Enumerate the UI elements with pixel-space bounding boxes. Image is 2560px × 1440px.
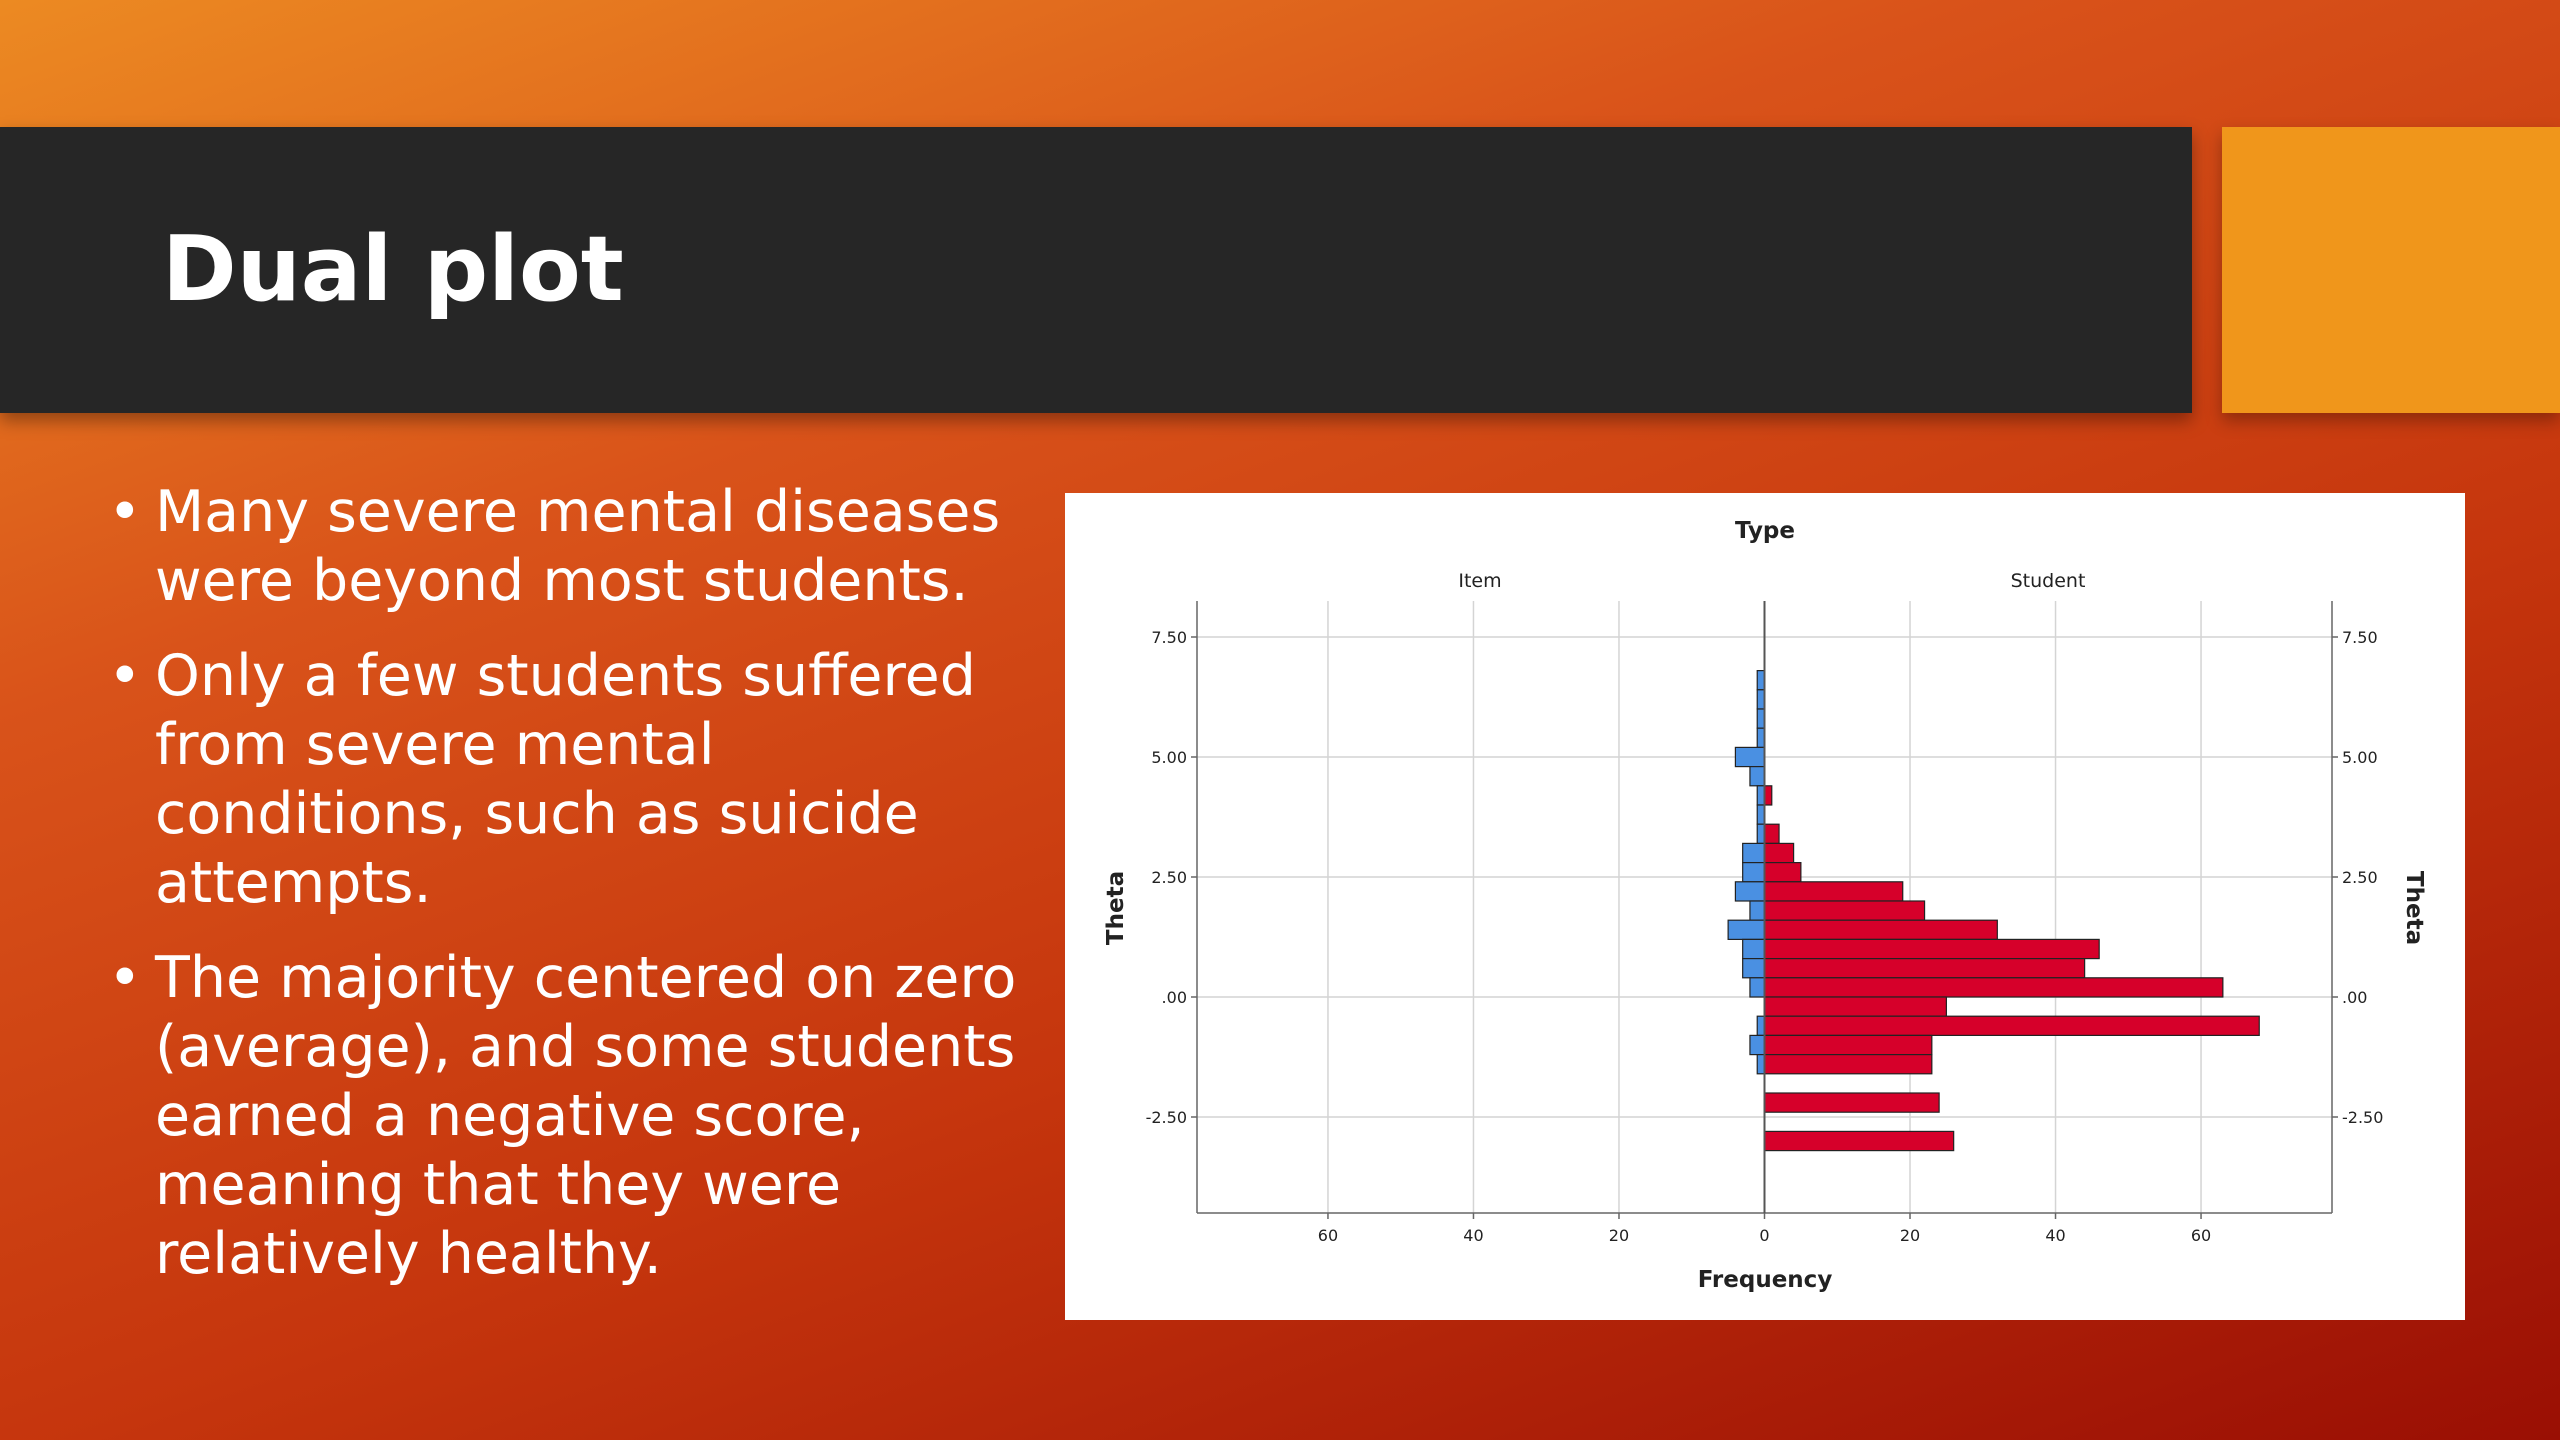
bar-item <box>1742 842 1766 864</box>
bar-student <box>1763 1015 2260 1037</box>
y-tick-label-right: -2.50 <box>2342 1108 2383 1127</box>
bar-item <box>1756 823 1766 845</box>
bar-item <box>1749 1034 1766 1056</box>
bar-student <box>1763 938 2100 960</box>
bar-item <box>1756 804 1766 825</box>
bullet-item: Many severe mental diseases were beyond … <box>100 478 1040 616</box>
bar-item <box>1734 746 1766 768</box>
bar-item <box>1742 958 1766 979</box>
bar-student <box>1763 785 1773 806</box>
bar-student <box>1763 1034 1933 1056</box>
slide-title: Dual plot <box>162 217 624 322</box>
bar-student <box>1763 1053 1933 1075</box>
bar-student <box>1763 1130 1955 1152</box>
x-tick-label: 20 <box>1900 1226 1920 1245</box>
y-tick-label-right: .00 <box>2342 988 2367 1007</box>
x-tick-label: 0 <box>1759 1226 1769 1245</box>
bar-item <box>1756 1053 1766 1075</box>
bar-item <box>1749 977 1766 998</box>
bar-student <box>1763 958 2086 979</box>
bar-item <box>1749 766 1766 787</box>
bar-student <box>1763 919 1998 941</box>
dual-plot-chart: Type Item Student 60 40 20 0 20 40 60 7.50 7.50 5… <box>1103 518 2427 1293</box>
y-tick-label-left: .00 <box>1162 988 1187 1007</box>
bar-student <box>1763 842 1795 864</box>
bullet-item: Only a few students suffered from severe… <box>100 642 1040 918</box>
y-tick-label-left: -2.50 <box>1146 1108 1187 1127</box>
x-tick-label: 60 <box>1318 1226 1338 1245</box>
bar-student <box>1763 823 1780 845</box>
x-tick-label: 40 <box>1463 1226 1483 1245</box>
y-tick-label-left: 2.50 <box>1151 868 1187 887</box>
y-tick-label-right: 5.00 <box>2342 748 2378 767</box>
x-axis-label: Frequency <box>1698 1267 1833 1293</box>
y-tick-label-left: 5.00 <box>1151 748 1187 767</box>
bar-item <box>1756 708 1766 729</box>
y-axis-label-right: Theta <box>2401 871 2427 945</box>
x-tick-label: 60 <box>2191 1226 2211 1245</box>
chart-panel: Type Item Student 60 40 20 0 20 40 60 7.50 7.50 5… <box>1065 493 2465 1320</box>
series-label-student: Student <box>2011 570 2086 592</box>
bar-item <box>1734 881 1766 902</box>
bar-item <box>1756 670 1766 691</box>
bar-student <box>1763 977 2224 998</box>
bar-student <box>1763 900 1926 921</box>
y-tick-label-left: 7.50 <box>1151 628 1187 647</box>
y-tick-label-right: 2.50 <box>2342 868 2378 887</box>
bar-student <box>1763 862 1802 883</box>
chart-title: Type <box>1735 518 1795 544</box>
x-tick-label: 40 <box>2045 1226 2065 1245</box>
bar-item <box>1742 862 1766 883</box>
accent-box <box>2222 127 2560 413</box>
bar-item <box>1756 1015 1766 1037</box>
y-axis-label-left: Theta <box>1103 871 1129 945</box>
bar-item <box>1727 919 1766 941</box>
bar-item <box>1749 900 1766 921</box>
bar-item <box>1756 785 1766 806</box>
title-bar: Dual plot <box>0 127 2192 413</box>
bar-item <box>1756 689 1766 710</box>
axis-layer: 60 40 20 0 20 40 60 7.50 7.50 5.00 5.00 2.50 2.50 .00… <box>1146 601 2383 1245</box>
series-label-item: Item <box>1458 570 1501 592</box>
bullet-list: Many severe mental diseases were beyond … <box>100 478 1040 1315</box>
bars-layer <box>1727 670 2260 1152</box>
bullet-item: The majority centered on zero (average),… <box>100 944 1040 1289</box>
bar-student <box>1763 996 1947 1017</box>
bar-student <box>1763 1092 1940 1113</box>
bar-item <box>1742 938 1766 960</box>
bar-item <box>1756 727 1766 748</box>
y-tick-label-right: 7.50 <box>2342 628 2378 647</box>
bar-student <box>1763 881 1904 902</box>
x-tick-label: 20 <box>1609 1226 1629 1245</box>
